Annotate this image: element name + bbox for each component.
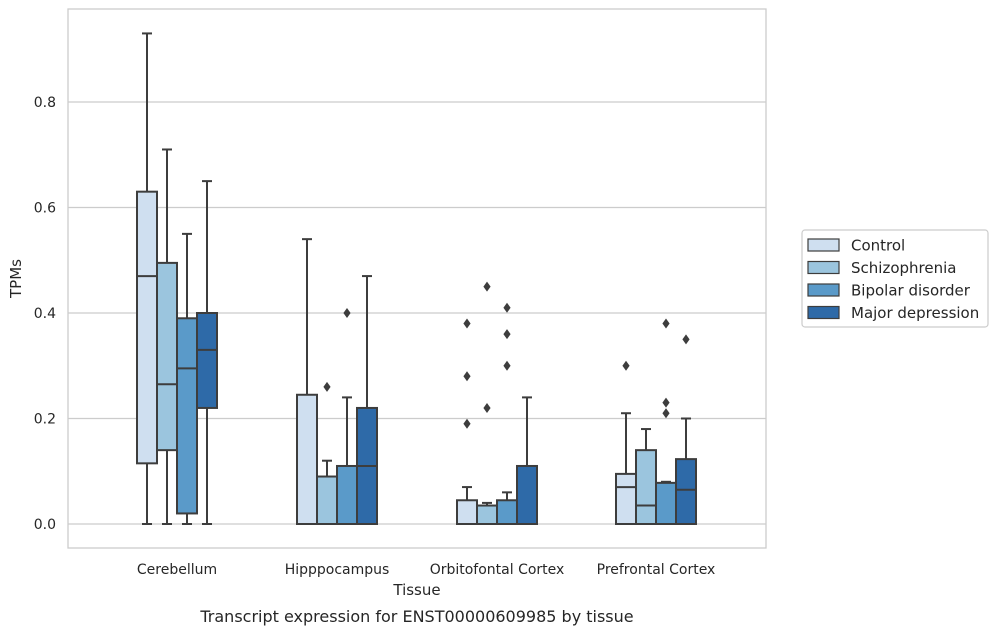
box-schizophrenia-orbitofontal-cortex bbox=[476, 281, 498, 526]
outlier-point bbox=[662, 397, 670, 408]
outlier-point bbox=[463, 318, 471, 329]
legend: Control Schizophrenia Bipolar disorder Majo… bbox=[801, 229, 989, 328]
box-bipolar-disorder-prefrontal-cortex bbox=[655, 318, 677, 526]
y-axis-ticks: 0.0 0.2 0.4 0.6 0.8 bbox=[34, 95, 56, 533]
x-tick-label: Orbitofontal Cortex bbox=[430, 562, 565, 578]
outlier-point bbox=[463, 418, 471, 429]
x-axis-label: Tissue bbox=[392, 581, 440, 599]
outlier-point bbox=[343, 308, 351, 318]
box-bipolar-disorder-hipppocampus bbox=[336, 308, 358, 526]
outlier-point bbox=[323, 381, 331, 392]
box-iqr bbox=[296, 393, 318, 526]
box-major-depression-orbitofontal-cortex bbox=[516, 396, 538, 526]
chart-title: Transcript expression for ENST0000060998… bbox=[199, 607, 633, 626]
y-tick-label: 0.8 bbox=[34, 95, 56, 111]
box-control-cerebellum bbox=[136, 32, 158, 525]
plot-frame bbox=[67, 8, 767, 549]
y-tick-label: 0.6 bbox=[34, 201, 56, 217]
x-tick-label: Hipppocampus bbox=[285, 562, 390, 578]
legend-label: Schizophrenia bbox=[851, 259, 956, 277]
box-plots bbox=[136, 32, 697, 526]
box-bipolar-disorder-orbitofontal-cortex bbox=[496, 302, 518, 526]
box-control-hipppocampus bbox=[296, 238, 318, 526]
x-tick-label: Cerebellum bbox=[137, 562, 217, 578]
outlier-point bbox=[503, 360, 511, 371]
outlier-point bbox=[483, 281, 491, 292]
outlier-point bbox=[622, 360, 630, 371]
box-major-depression-prefrontal-cortex bbox=[675, 334, 697, 525]
legend-swatch bbox=[807, 238, 840, 252]
x-axis-ticks: Cerebellum Hipppocampus Orbitofontal Corte… bbox=[137, 562, 715, 578]
box-major-depression-hipppocampus bbox=[356, 275, 378, 526]
box-iqr bbox=[176, 317, 198, 515]
outlier-point bbox=[662, 408, 670, 419]
box-iqr bbox=[635, 449, 657, 525]
box-iqr bbox=[675, 458, 697, 525]
outlier-point bbox=[662, 318, 670, 329]
box-control-prefrontal-cortex bbox=[615, 360, 637, 526]
y-axis-label: TPMs bbox=[7, 259, 25, 299]
box-iqr bbox=[136, 190, 158, 465]
outlier-point bbox=[463, 371, 471, 382]
box-iqr bbox=[456, 499, 478, 526]
x-tick-label: Prefrontal Cortex bbox=[597, 562, 716, 578]
box-iqr bbox=[496, 499, 518, 526]
box-iqr bbox=[336, 464, 358, 526]
outlier-point bbox=[483, 402, 491, 413]
legend-swatch bbox=[807, 260, 840, 275]
legend-label: Bipolar disorder bbox=[851, 282, 971, 300]
box-iqr bbox=[615, 472, 637, 526]
outlier-point bbox=[503, 329, 511, 340]
box-control-orbitofontal-cortex bbox=[456, 318, 478, 526]
legend-swatch bbox=[807, 283, 840, 297]
outlier-point bbox=[503, 302, 511, 313]
box-iqr bbox=[156, 261, 178, 452]
box-schizophrenia-cerebellum bbox=[156, 148, 178, 525]
box-schizophrenia-hipppocampus bbox=[316, 381, 338, 525]
outlier-point bbox=[682, 334, 690, 345]
box-iqr bbox=[196, 312, 218, 409]
legend-frame bbox=[801, 229, 989, 328]
box-bipolar-disorder-cerebellum bbox=[176, 232, 198, 525]
box-major-depression-cerebellum bbox=[196, 180, 218, 525]
y-tick-label: 0.4 bbox=[34, 306, 56, 322]
legend-label: Major depression bbox=[851, 304, 979, 322]
legend-label: Control bbox=[851, 237, 905, 255]
y-tick-label: 0.0 bbox=[34, 517, 56, 533]
box-schizophrenia-prefrontal-cortex bbox=[635, 428, 657, 525]
legend-swatch bbox=[807, 305, 840, 320]
box-iqr bbox=[655, 481, 677, 526]
box-iqr bbox=[476, 504, 498, 526]
box-iqr bbox=[316, 475, 338, 525]
box-iqr bbox=[516, 464, 538, 526]
y-tick-label: 0.2 bbox=[34, 412, 56, 428]
